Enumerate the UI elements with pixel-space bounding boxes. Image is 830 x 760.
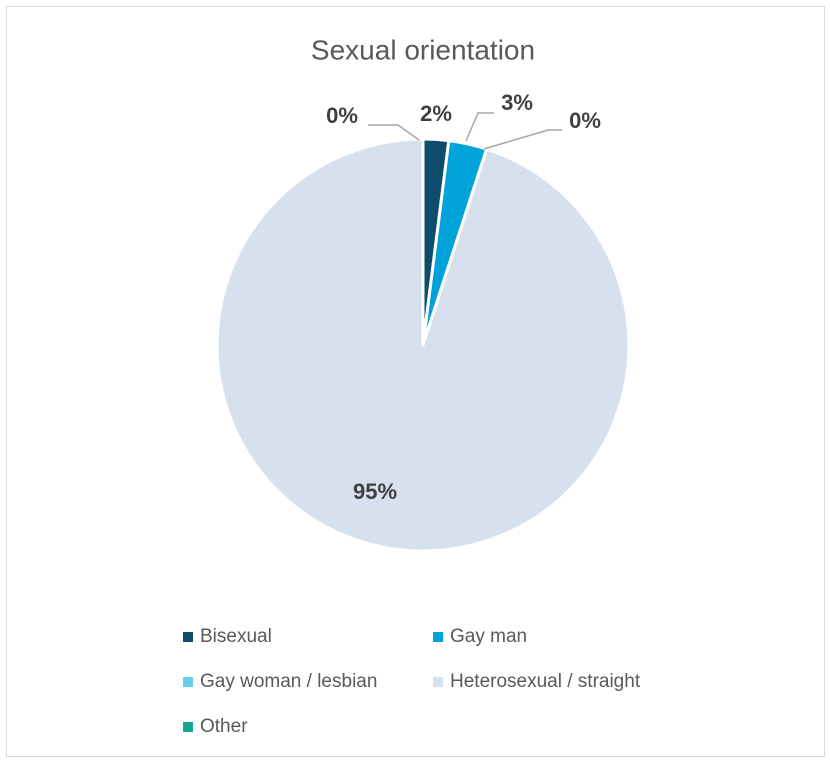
legend-label: Bisexual [200, 626, 272, 647]
chart-title: Sexual orientation [311, 34, 535, 65]
legend-label: Heterosexual / straight [450, 671, 641, 692]
leader-line [465, 112, 494, 142]
legend-swatch [433, 632, 443, 642]
legend-label: Gay woman / lesbian [200, 671, 377, 692]
data-label: 95% [353, 479, 397, 504]
legend-swatch [183, 632, 193, 642]
legend-label: Other [200, 716, 248, 737]
legend-swatch [183, 722, 193, 732]
legend-swatch [183, 677, 193, 687]
leader-line [368, 124, 420, 141]
leader-line [483, 129, 562, 150]
data-label: 3% [501, 90, 533, 115]
legend-swatch [433, 677, 443, 687]
data-label: 0% [326, 103, 358, 128]
data-label: 0% [569, 108, 601, 133]
legend-label: Gay man [450, 626, 527, 647]
data-label: 2% [420, 101, 452, 126]
